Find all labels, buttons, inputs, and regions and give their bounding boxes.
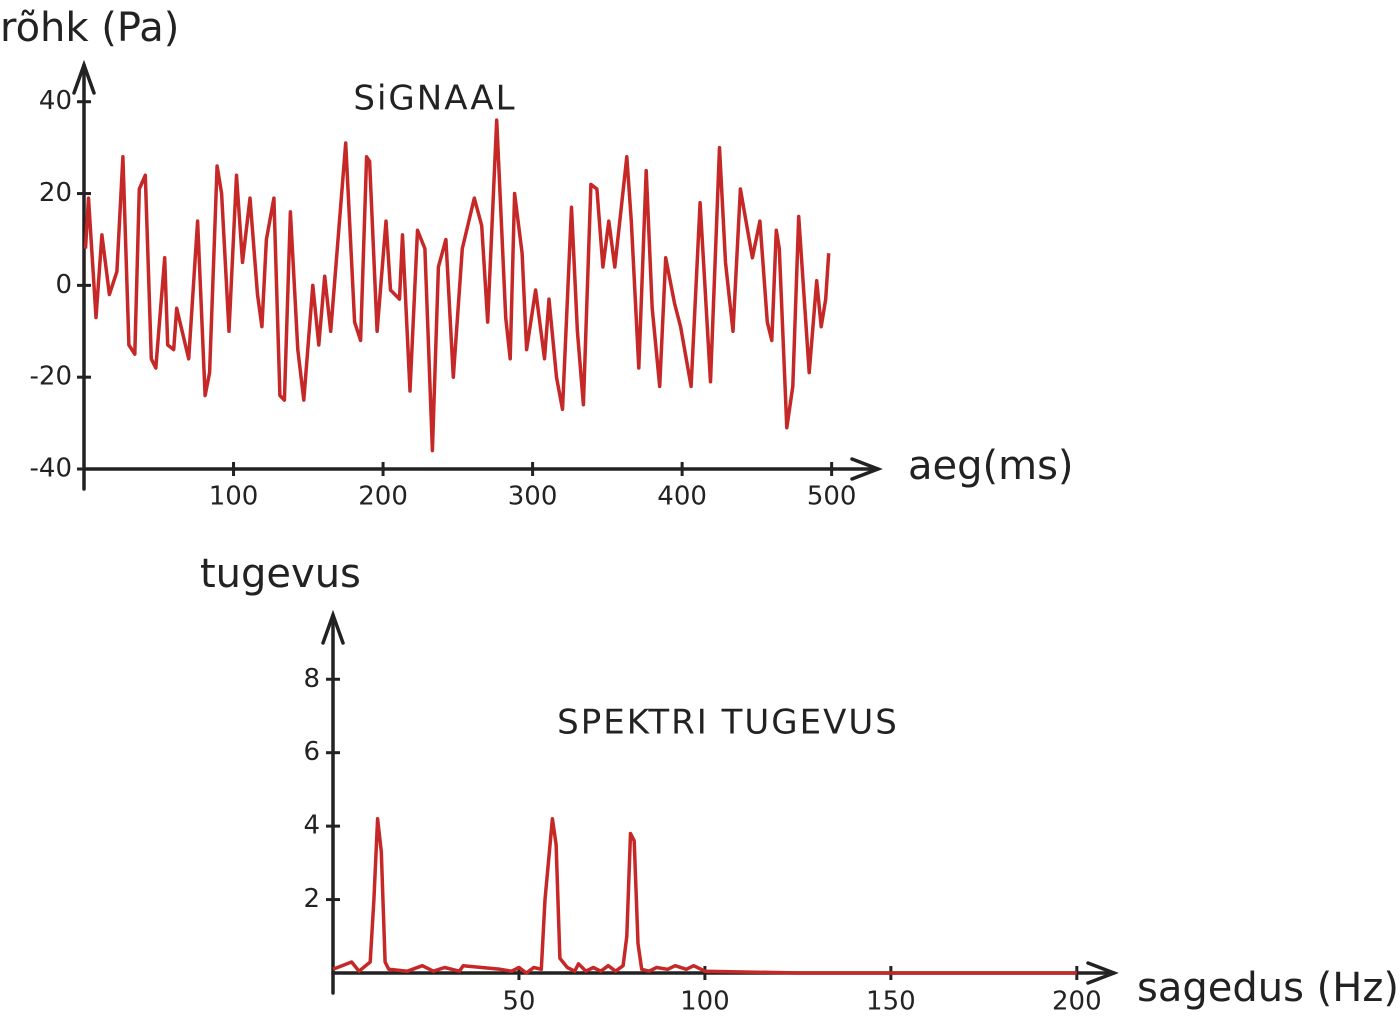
y-axis-arrow xyxy=(321,609,345,645)
x-tick-label: 200 xyxy=(358,482,408,512)
y-tick-label: -20 xyxy=(30,362,72,392)
y-axis-label: rõhk (Pa) xyxy=(0,5,179,51)
y-axis-arrow xyxy=(72,59,96,95)
x-tick-label: 100 xyxy=(209,482,259,512)
x-tick-label: 500 xyxy=(807,482,857,512)
x-axis-label: aeg(ms) xyxy=(908,443,1074,489)
x-tick-label: 200 xyxy=(1052,987,1102,1017)
y-tick-label: 2 xyxy=(303,884,320,914)
y-tick-label: 0 xyxy=(55,270,72,300)
x-axis-arrow xyxy=(850,457,883,481)
chart-title: SPEKTRI TUGEVUS xyxy=(557,703,899,743)
x-axis-arrow xyxy=(1086,961,1119,985)
y-tick-label: 40 xyxy=(39,86,72,116)
y-tick-label: -40 xyxy=(30,454,72,484)
y-tick-label: 20 xyxy=(39,178,72,208)
y-tick-label: 4 xyxy=(303,811,320,841)
chart-title: SiGNAAL xyxy=(353,79,516,119)
signal-line xyxy=(332,817,1077,975)
signal-line xyxy=(83,118,831,453)
x-tick-label: 50 xyxy=(502,987,535,1017)
x-tick-label: 100 xyxy=(680,987,730,1017)
y-tick-label: 6 xyxy=(303,737,320,767)
y-axis-label: tugevus xyxy=(200,551,361,597)
x-axis-label: sagedus (Hz) xyxy=(1137,965,1399,1011)
x-tick-label: 300 xyxy=(508,482,558,512)
y-tick-label: 8 xyxy=(303,664,320,694)
x-tick-label: 400 xyxy=(657,482,707,512)
x-tick-label: 150 xyxy=(866,987,916,1017)
